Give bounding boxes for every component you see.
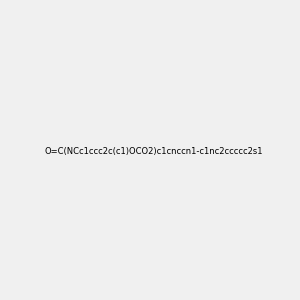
Text: O=C(NCc1ccc2c(c1)OCO2)c1cnccn1-c1nc2ccccc2s1: O=C(NCc1ccc2c(c1)OCO2)c1cnccn1-c1nc2cccc… [44,147,263,156]
